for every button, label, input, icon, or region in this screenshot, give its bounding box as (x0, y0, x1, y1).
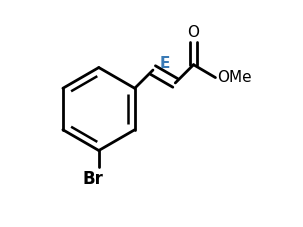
Text: OMe: OMe (217, 70, 252, 85)
Text: E: E (160, 56, 171, 71)
Text: O: O (188, 25, 200, 39)
Text: Br: Br (83, 170, 104, 188)
